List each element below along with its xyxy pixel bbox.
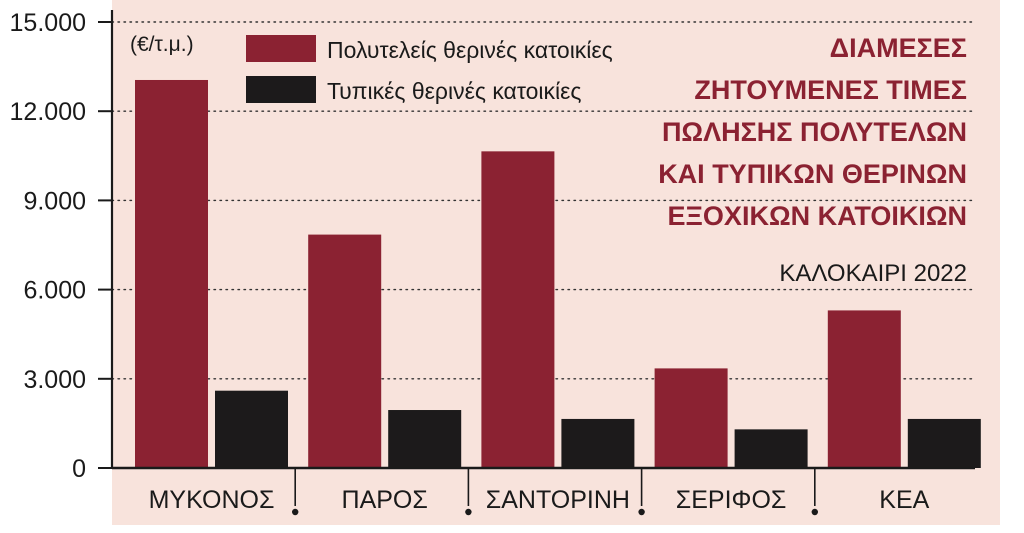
unit-label: (€/τ.μ.) [130, 33, 194, 56]
bar-luxury [481, 151, 555, 468]
bar-luxury [654, 368, 728, 468]
bar-luxury [135, 79, 208, 468]
bar-typical [907, 418, 981, 468]
legend-label: Τυπικές θερινές κατοικίες [327, 78, 581, 104]
category-label: ΜΥΚΟΝΟΣ [149, 486, 275, 514]
bar-typical [734, 429, 808, 468]
legend-swatch [246, 35, 316, 62]
legend-swatch [246, 76, 316, 103]
separator-dot [638, 508, 645, 516]
separator-dot [292, 508, 299, 516]
chart-subtitle: ΚΑΛΟΚΑΙΡΙ 2022 [779, 260, 967, 287]
bar-typical [388, 410, 462, 468]
chart-title-line: ΠΩΛΗΣΗΣ ΠΟΛΥΤΕΛΩΝ [662, 117, 967, 147]
y-tick-label: 12.000 [10, 98, 86, 126]
bar-typical [215, 390, 288, 468]
separator-dot [465, 508, 472, 516]
separator-dot [811, 508, 818, 516]
y-tick-label: 9.000 [23, 187, 86, 215]
y-tick-label: 6.000 [23, 277, 86, 305]
y-tick-label: 0 [72, 455, 86, 483]
y-tick-label: 3.000 [23, 366, 86, 394]
category-label: ΠΑΡΟΣ [342, 486, 428, 514]
chart-title-line: ΚΑΙ ΤΥΠΙΚΩΝ ΘΕΡΙΝΩΝ [658, 159, 967, 189]
category-label: ΚΕΑ [879, 486, 929, 514]
category-label: ΣΑΝΤΟΡΙΝΗ [486, 486, 630, 514]
chart-title-line: ΔΙΑΜΕΣΕΣ [830, 33, 967, 63]
chart-title-line: ΖΗΤΟΥΜΕΝΕΣ ΤΙΜΕΣ [694, 75, 967, 105]
category-label: ΣΕΡΙΦΟΣ [676, 486, 787, 514]
chart-title-line: ΕΞΟΧΙΚΩΝ ΚΑΤΟΙΚΙΩΝ [668, 201, 967, 231]
y-tick-label: 15.000 [10, 9, 86, 37]
bar-typical [561, 418, 635, 468]
bar-luxury [308, 234, 382, 468]
legend-label: Πολυτελείς θερινές κατοικίες [327, 37, 613, 63]
bar-luxury [827, 310, 901, 468]
